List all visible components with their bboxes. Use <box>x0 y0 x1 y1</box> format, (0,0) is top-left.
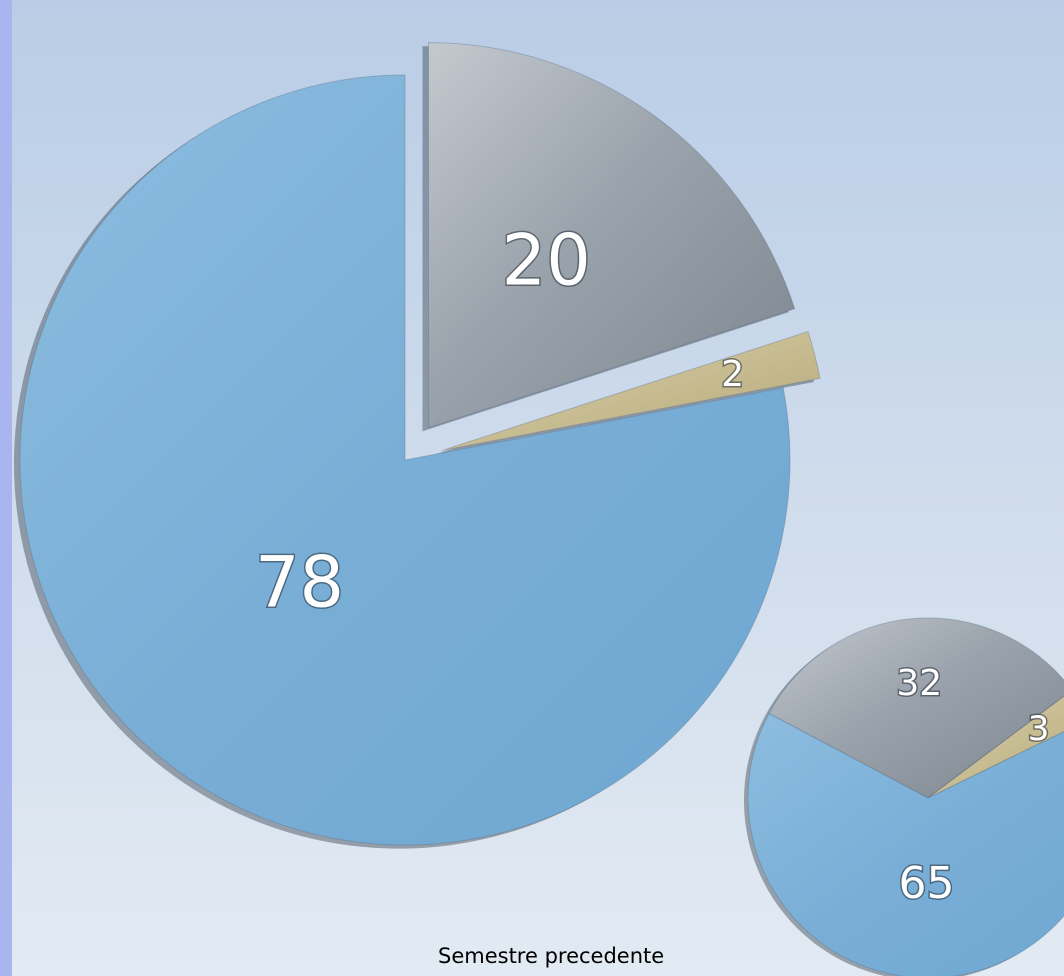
pie-data-label: 65 <box>899 858 955 909</box>
pie-slice-a <box>428 42 796 429</box>
pie-slice-b <box>927 695 1064 799</box>
previous-semester-pie: 32 3 65 <box>744 617 1064 976</box>
pie-slice-c <box>747 712 1064 976</box>
left-accent-band <box>0 0 12 976</box>
pie-data-label: 2 <box>721 354 744 395</box>
pie-data-label: 3 <box>1028 709 1050 749</box>
pie-data-label: 32 <box>896 663 942 704</box>
pie-data-label: 78 <box>255 542 344 624</box>
previous-semester-caption: Semestre precedente <box>438 944 665 968</box>
pie-data-label: 20 <box>502 220 591 302</box>
pie-slice-a <box>768 617 1064 799</box>
pie-slice-c <box>19 74 791 846</box>
main-pie: 20 2 78 <box>13 42 821 849</box>
pie-slice-b <box>441 330 821 452</box>
